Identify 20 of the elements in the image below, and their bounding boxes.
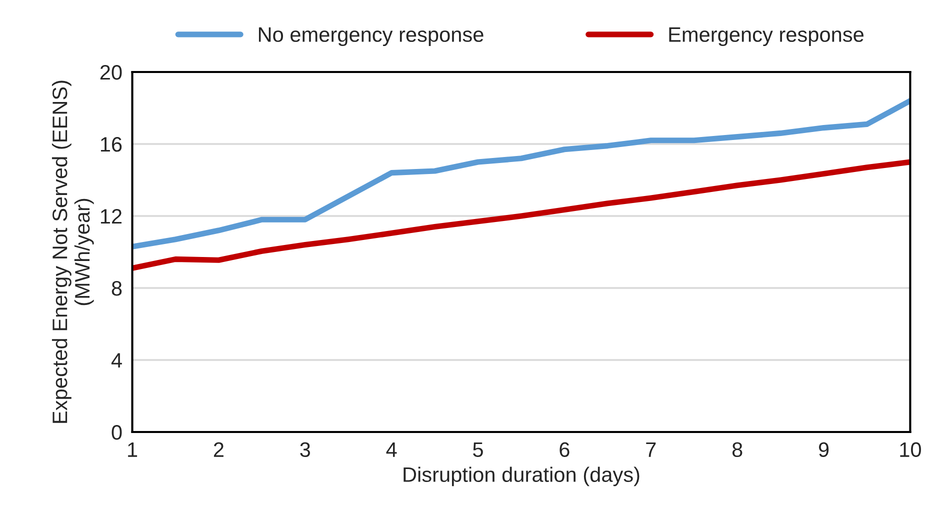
- y-axis-title: Expected Energy Not Served (EENS) (MWh/year): [52, 80, 94, 423]
- x-tick-label: 8: [732, 442, 742, 458]
- y-tick-label: 12: [100, 209, 122, 224]
- x-tick-label: 7: [646, 442, 656, 457]
- x-axis-title: Disruption duration (days): [404, 466, 640, 486]
- x-tick-label: 6: [560, 442, 570, 458]
- x-tick-label: 5: [473, 442, 483, 458]
- legend-label: Emergency response: [669, 27, 864, 46]
- y-tick-label: 16: [100, 137, 122, 152]
- y-tick-label: 20: [100, 65, 122, 80]
- x-tick-label: 9: [818, 442, 829, 458]
- x-tick-label: 3: [300, 442, 310, 458]
- x-tick-label: 10: [900, 442, 921, 458]
- y-tick-label: 8: [112, 281, 122, 296]
- x-tick-label: 1: [128, 442, 138, 457]
- x-tick-label: 2: [214, 442, 224, 457]
- legend-label: No emergency response: [258, 27, 484, 46]
- y-tick-label: 0: [112, 425, 122, 440]
- x-tick-label: 4: [386, 442, 397, 457]
- y-tick-label: 4: [111, 353, 122, 368]
